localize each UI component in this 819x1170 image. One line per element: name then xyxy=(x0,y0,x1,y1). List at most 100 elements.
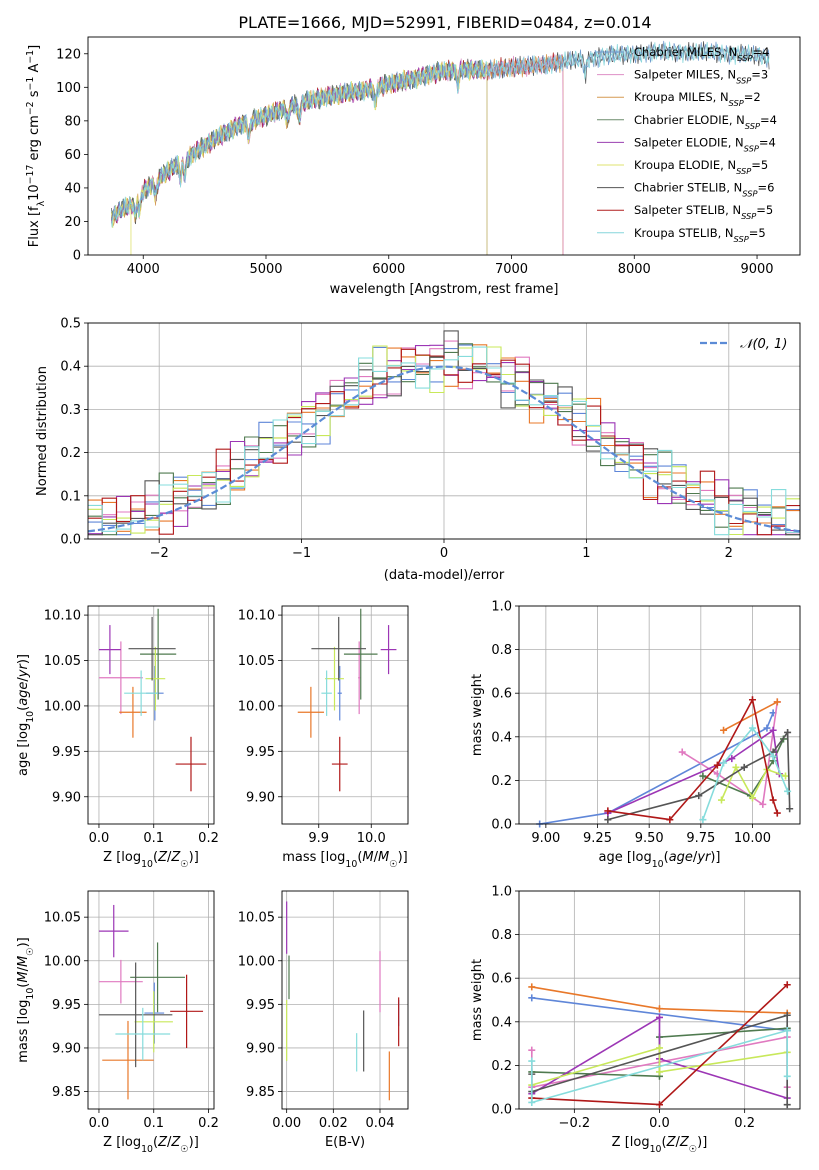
plots-layer: 4000 5000 6000 7000 8000 9000020406080100120F… xyxy=(16,36,801,1155)
x-tick-label: 0 xyxy=(440,546,448,561)
legend-entry: Salpeter MILES, NSSP=3 xyxy=(634,68,768,86)
x-tick-label: −2 xyxy=(150,546,169,561)
weight-marker xyxy=(699,816,707,824)
x-axis-label: Z [log10(Z/Z☉)] xyxy=(103,1135,199,1155)
weight-marker xyxy=(732,763,740,771)
y-tick-label: 80 xyxy=(64,114,81,129)
legend-entry: Chabrier STELIB, NSSP=6 xyxy=(634,181,774,199)
weight-marker xyxy=(786,805,794,813)
weight-marker xyxy=(769,752,777,760)
x-tick-label: 10.00 xyxy=(734,831,771,846)
axes-frame xyxy=(87,36,801,256)
y-tick-label: 0.6 xyxy=(491,687,512,702)
y-tick-label: 20 xyxy=(64,215,81,230)
x-tick-label: 10.0 xyxy=(357,831,386,846)
x-tick-label: 0.1 xyxy=(143,831,164,846)
y-tick-label: 10.00 xyxy=(238,954,275,969)
y-tick-label: 10.05 xyxy=(238,911,275,926)
spectrum-line-2 xyxy=(110,54,564,255)
weight-marker xyxy=(728,755,736,763)
axes-frame xyxy=(518,605,801,825)
y-tick-label: 10.10 xyxy=(44,609,81,624)
x-tick-label: 0.02 xyxy=(319,1116,348,1131)
x-tick-label: 0.2 xyxy=(734,1116,755,1131)
y-tick-label: 10.10 xyxy=(238,609,275,624)
normal-curve xyxy=(87,365,801,533)
x-axis-label: (data-model)/error xyxy=(384,568,505,583)
y-tick-label: 9.85 xyxy=(52,1085,81,1100)
legend-entry: Salpeter ELODIE, NSSP=4 xyxy=(634,135,776,153)
y-tick-label: 0.2 xyxy=(60,446,81,461)
weight-marker xyxy=(782,772,790,780)
y-tick-label: 9.95 xyxy=(52,998,81,1013)
x-tick-label: 9.75 xyxy=(686,831,715,846)
weight-marker xyxy=(783,1027,791,1035)
weight-marker xyxy=(678,748,686,756)
y-tick-label: 1.0 xyxy=(491,885,512,900)
y-tick-label: 40 xyxy=(64,181,81,196)
y-tick-label: 10.05 xyxy=(238,654,275,669)
weight-marker xyxy=(656,1013,663,1021)
weight-marker xyxy=(528,1098,536,1106)
residual-histogram-5 xyxy=(88,345,800,536)
weight-marker xyxy=(783,981,791,989)
residual-histogram-8 xyxy=(88,346,800,536)
x-tick-label: 0.0 xyxy=(89,831,110,846)
weight-line-4 xyxy=(607,728,781,814)
x-tick-label: 1 xyxy=(582,546,590,561)
weight-line-4 xyxy=(531,1015,788,1099)
x-tick-label: 0.2 xyxy=(198,831,219,846)
panel-mass-weight-vs-age: 9.00 9.25 9.50 9.75 10.00 0.0 0.2 0.4 0.6 0.8 1.0 m… xyxy=(470,600,801,870)
panel-residuals: −2 −1 0 1 2 0.0 0.1 0.2 0.3 0.4 0.5 𝒩(0, 1) Normed d… xyxy=(35,317,801,583)
y-axis-label: mass weight xyxy=(470,959,485,1041)
weight-marker xyxy=(720,726,728,734)
weight-marker xyxy=(759,800,767,808)
x-tick-label: 0.00 xyxy=(272,1116,301,1131)
y-tick-label: 10.00 xyxy=(238,699,275,714)
weight-line-2 xyxy=(723,701,778,732)
panel-age-vs-mass: 9.9 10.0 9.90 9.95 10.00 10.05 10.10 mass [log1… xyxy=(238,605,409,870)
weight-marker xyxy=(773,809,781,817)
axes-frame xyxy=(87,890,215,1110)
x-axis-label: wavelength [Angstrom, rest frame] xyxy=(330,282,559,297)
y-tick-label: 9.90 xyxy=(52,790,81,805)
y-axis-label: age [log10(age/yr)] xyxy=(16,654,36,776)
y-tick-label: 9.95 xyxy=(246,745,275,760)
legend-entry: Chabrier ELODIE, NSSP=4 xyxy=(634,113,777,131)
weight-marker xyxy=(604,816,612,824)
y-tick-label: 0.2 xyxy=(491,1059,512,1074)
y-tick-label: 9.95 xyxy=(246,998,275,1013)
x-tick-label: 9.50 xyxy=(635,831,664,846)
y-axis-label: Flux [fλ10−17 erg cm−2 s−1 A−1] xyxy=(25,45,47,247)
axes-frame xyxy=(281,890,409,1110)
weight-line-6 xyxy=(607,730,791,821)
x-tick-label: 4000 xyxy=(127,262,160,277)
weight-marker xyxy=(695,792,703,800)
axes-frame xyxy=(87,605,215,825)
y-tick-label: 0.2 xyxy=(491,774,512,789)
y-tick-label: 0.4 xyxy=(491,730,512,745)
spectrum-line-7 xyxy=(110,52,564,255)
y-tick-label: 0.4 xyxy=(491,1015,512,1030)
x-tick-label: −1 xyxy=(292,546,311,561)
y-tick-label: 9.90 xyxy=(246,1041,275,1056)
weight-marker xyxy=(713,761,721,769)
weight-marker xyxy=(784,787,792,795)
x-tick-label: 9000 xyxy=(740,262,773,277)
y-tick-label: 10.00 xyxy=(44,699,81,714)
axes-frame xyxy=(281,605,409,825)
x-axis-label: Z [log10(Z/Z☉)] xyxy=(612,1135,708,1155)
weight-marker xyxy=(720,759,728,767)
weight-marker xyxy=(748,696,756,704)
y-tick-label: 10.05 xyxy=(44,911,81,926)
legend-entry: Kroupa STELIB, NSSP=5 xyxy=(634,226,766,244)
spectrum-line-1 xyxy=(110,54,564,255)
y-tick-label: 1.0 xyxy=(491,600,512,615)
panel-spectrum: 4000 5000 6000 7000 8000 9000 0 20 40 60 80 100 120 F… xyxy=(25,36,801,297)
x-tick-label: 0.0 xyxy=(649,1116,670,1131)
weight-marker xyxy=(699,772,707,780)
weight-line-8 xyxy=(531,1029,788,1104)
y-tick-label: 0.0 xyxy=(491,1103,512,1118)
axes-frame xyxy=(87,322,801,540)
